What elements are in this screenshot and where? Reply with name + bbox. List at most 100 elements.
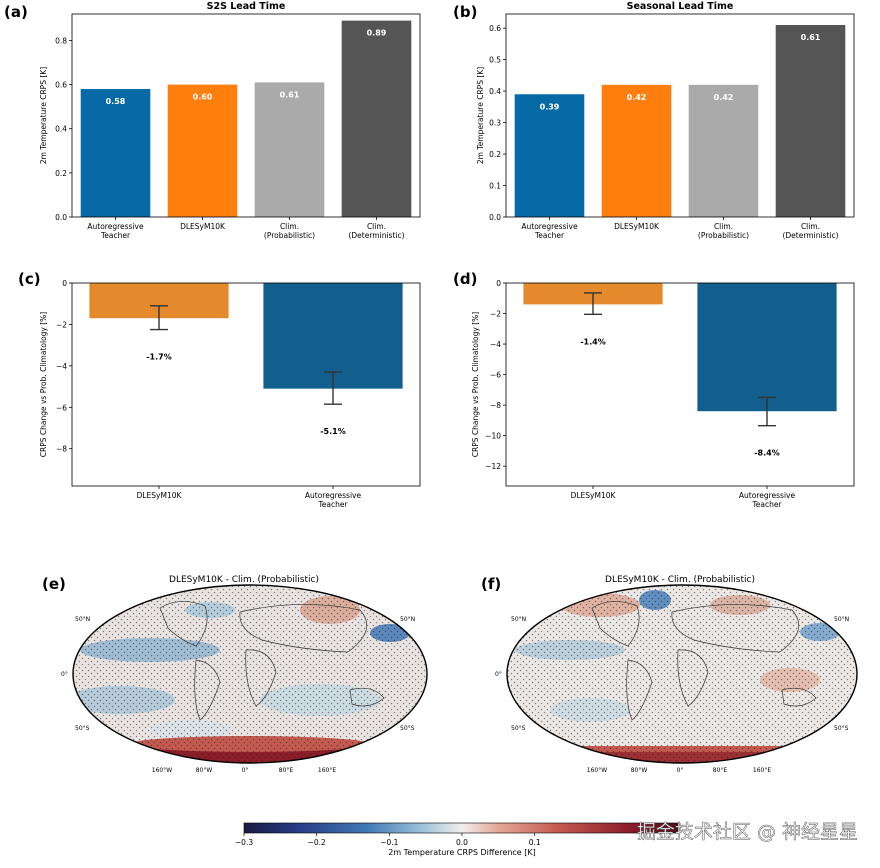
bar bbox=[80, 89, 151, 217]
x-tick-label: DLESyM10K bbox=[137, 491, 183, 500]
lon-label: 160°W bbox=[152, 767, 172, 774]
y-tick-label: 0.0 bbox=[489, 213, 501, 222]
colorbar-tick-label: −0.1 bbox=[380, 838, 398, 847]
chart-title: S2S Lead Time bbox=[207, 1, 286, 12]
y-tick-label: 0.6 bbox=[55, 81, 67, 90]
x-tick-label: Autoregressive bbox=[739, 491, 796, 500]
colorbar-tick-label: −0.2 bbox=[308, 838, 326, 847]
x-tick-label: Teacher bbox=[751, 500, 782, 509]
panel-letter: (f) bbox=[481, 575, 501, 593]
x-tick-label: DLESyM10K bbox=[180, 222, 226, 231]
y-axis-label: 2m Temperature CRPS [K] bbox=[39, 67, 48, 164]
data-label: 0.42 bbox=[627, 93, 647, 102]
lat-label: 0° bbox=[61, 671, 68, 678]
y-tick-label: −2 bbox=[490, 310, 501, 319]
y-tick-label: 0.3 bbox=[489, 119, 501, 128]
lon-label: 160°E bbox=[318, 767, 336, 774]
lat-label: 50°N bbox=[834, 616, 849, 623]
lon-label: 160°E bbox=[753, 767, 771, 774]
lon-label: 80°E bbox=[713, 767, 728, 774]
x-tick-label: Clim. bbox=[280, 222, 299, 231]
y-tick-label: 0 bbox=[496, 279, 501, 288]
x-tick-label: (Probabilistic) bbox=[698, 231, 749, 240]
colorbar-label: 2m Temperature CRPS Difference [K] bbox=[388, 848, 536, 857]
plot-frame bbox=[71, 282, 421, 487]
y-tick-label: 0.2 bbox=[489, 150, 501, 159]
data-label: 0.60 bbox=[193, 93, 213, 102]
bar bbox=[514, 94, 585, 217]
plot-frame bbox=[71, 13, 421, 218]
lon-label: 0° bbox=[677, 767, 684, 774]
bar bbox=[697, 283, 837, 412]
panel-letter: (d) bbox=[453, 270, 477, 288]
data-label: -8.4% bbox=[754, 449, 780, 458]
lat-label: 50°N bbox=[511, 616, 526, 623]
y-tick-label: −10 bbox=[485, 432, 501, 441]
x-tick-label: Teacher bbox=[534, 231, 565, 240]
bar bbox=[263, 283, 403, 389]
y-tick-label: −4 bbox=[56, 362, 67, 371]
x-tick-label: (Deterministic) bbox=[782, 231, 838, 240]
bar bbox=[341, 20, 412, 217]
y-tick-label: 0.8 bbox=[55, 36, 67, 45]
map-title: DLESyM10K - Clim. (Probabilistic) bbox=[605, 575, 755, 585]
lat-label: 0° bbox=[495, 671, 502, 678]
panel-letter: (c) bbox=[18, 270, 41, 288]
data-label: 0.61 bbox=[801, 33, 821, 42]
watermark: 掘金技术社区 @ 神经星星 bbox=[637, 821, 858, 843]
y-tick-label: −8 bbox=[490, 401, 501, 410]
bar bbox=[167, 84, 238, 217]
colorbar-gradient bbox=[243, 822, 681, 834]
x-tick-label: Clim. bbox=[714, 222, 733, 231]
y-tick-label: 0.4 bbox=[55, 125, 67, 134]
y-tick-label: 0.1 bbox=[489, 182, 501, 191]
x-tick-label: Clim. bbox=[367, 222, 386, 231]
x-tick-label: (Deterministic) bbox=[348, 231, 404, 240]
x-tick-label: Teacher bbox=[100, 231, 131, 240]
x-tick-label: Clim. bbox=[801, 222, 820, 231]
map-title: DLESyM10K - Clim. (Probabilistic) bbox=[169, 575, 319, 585]
y-tick-label: 0.0 bbox=[55, 213, 67, 222]
data-label: 0.89 bbox=[367, 29, 387, 38]
panel-letter: (b) bbox=[453, 3, 477, 21]
x-tick-label: Autoregressive bbox=[305, 491, 362, 500]
y-tick-label: −8 bbox=[56, 445, 67, 454]
lat-label: 50°S bbox=[75, 725, 90, 732]
bar bbox=[775, 25, 846, 217]
y-tick-label: 0.2 bbox=[55, 169, 67, 178]
y-tick-label: −2 bbox=[56, 320, 67, 329]
x-tick-label: Autoregressive bbox=[87, 222, 144, 231]
y-axis-label: CRPS Change vs Prob. Climatology [%] bbox=[471, 312, 480, 458]
lat-label: 50°S bbox=[400, 725, 415, 732]
y-tick-label: −6 bbox=[490, 371, 501, 380]
x-tick-label: DLESyM10K bbox=[614, 222, 660, 231]
lon-label: 80°W bbox=[196, 767, 213, 774]
y-tick-label: −6 bbox=[56, 403, 67, 412]
lon-label: 80°E bbox=[279, 767, 294, 774]
y-tick-label: 0.6 bbox=[489, 24, 501, 33]
map-f: DLESyM10K - Clim. (Probabilistic) 50°N 5… bbox=[495, 575, 858, 774]
lat-label: 50°N bbox=[75, 616, 90, 623]
y-tick-label: 0.5 bbox=[489, 56, 501, 65]
lat-label: 50°S bbox=[511, 725, 526, 732]
y-tick-label: −4 bbox=[490, 340, 501, 349]
y-tick-label: 0 bbox=[62, 279, 67, 288]
data-label: 0.42 bbox=[714, 93, 734, 102]
y-axis-label: 2m Temperature CRPS [K] bbox=[476, 67, 485, 164]
y-tick-label: 0.4 bbox=[489, 87, 501, 96]
map-e: DLESyM10K - Clim. (Probabilistic) 50°N 5… bbox=[61, 575, 428, 774]
bar bbox=[254, 82, 325, 217]
plot-frame bbox=[505, 13, 855, 218]
data-label: -1.4% bbox=[580, 337, 606, 346]
lat-label: 50°S bbox=[834, 725, 849, 732]
colorbar-tick-label: −0.3 bbox=[235, 838, 253, 847]
x-tick-label: (Probabilistic) bbox=[264, 231, 315, 240]
bar bbox=[688, 84, 759, 217]
colorbar: −0.3 −0.2 −0.1 0.0 0.1 2m Temperature CRPS D… bbox=[235, 822, 681, 857]
x-tick-label: Autoregressive bbox=[521, 222, 578, 231]
data-label: -5.1% bbox=[320, 427, 346, 436]
data-label: -1.7% bbox=[146, 353, 172, 362]
